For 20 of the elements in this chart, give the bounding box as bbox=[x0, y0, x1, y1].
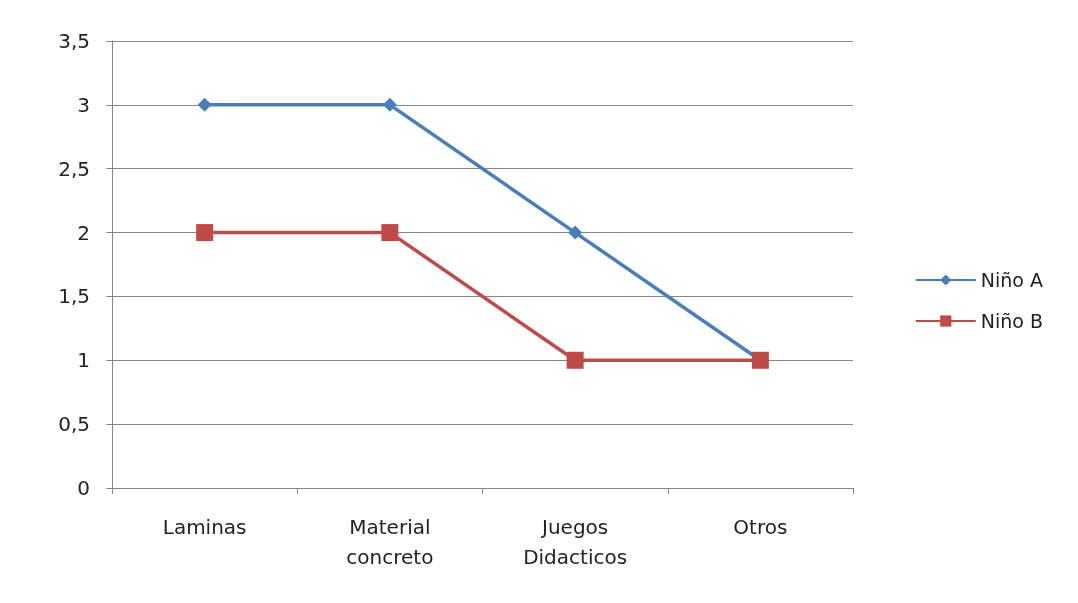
x-tick-label: Laminas bbox=[162, 515, 247, 539]
y-tick-label: 3,5 bbox=[58, 29, 90, 53]
y-tick-label: 1,5 bbox=[58, 284, 90, 309]
point bbox=[197, 97, 212, 112]
x-tick-label: Material concreto bbox=[346, 515, 434, 569]
x-tick-label: Otros bbox=[733, 515, 788, 539]
y-tick-label: 1 bbox=[77, 348, 90, 373]
y-tick-label: 0,5 bbox=[58, 412, 90, 437]
point bbox=[196, 224, 214, 242]
x-tick-label: Juegos Didacticos bbox=[523, 515, 628, 569]
point bbox=[381, 224, 399, 242]
legend-label: Niño A bbox=[980, 269, 1043, 291]
y-tick-label: 2,5 bbox=[58, 156, 90, 181]
y-tick-label: 0 bbox=[77, 476, 90, 500]
point bbox=[382, 97, 397, 112]
point bbox=[568, 225, 583, 240]
y-tick-label: 3 bbox=[77, 92, 90, 117]
point bbox=[566, 351, 584, 369]
legend-label: Niño B bbox=[980, 310, 1043, 332]
y-tick-label: 2 bbox=[77, 220, 90, 245]
